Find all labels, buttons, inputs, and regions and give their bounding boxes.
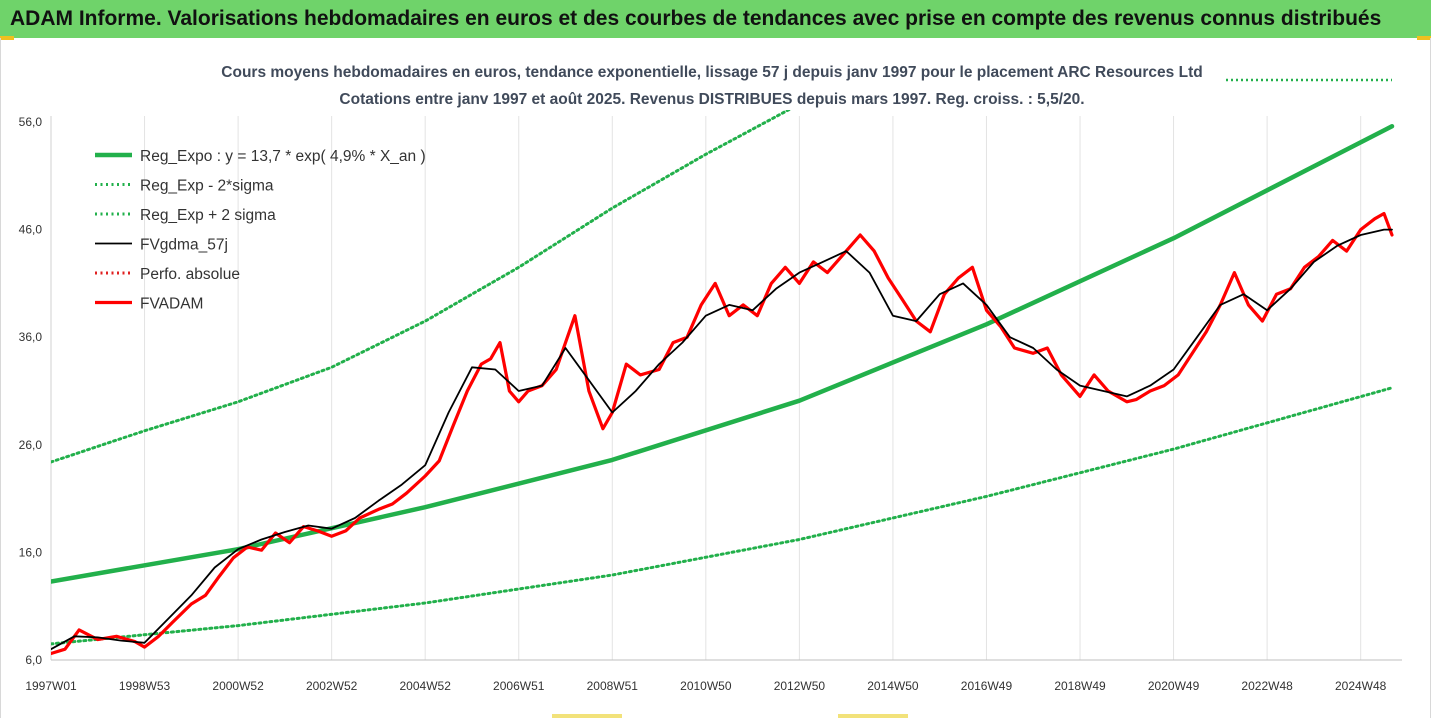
report-banner: ADAM Informe. Valorisations hebdomadaire…: [0, 0, 1431, 38]
x-tick-label: 2022W48: [1241, 679, 1293, 693]
legend-label: Reg_Exp + 2 sigma: [140, 207, 276, 224]
chart-title-line1: Cours moyens hebdomadaires en euros, ten…: [221, 64, 1202, 81]
x-tick-labels: 1997W01 1998W53 2000W52 2002W52 2004W52 2006W…: [25, 679, 1386, 693]
x-tick-label: 2014W50: [867, 679, 919, 693]
x-tick-label: 1997W01: [25, 679, 77, 693]
y-tick-labels: 6,0 16,0 26,0 36,0 46,0 56,0: [19, 115, 43, 667]
legend-label: Perfo. absolue: [140, 266, 240, 283]
legend-label: Reg_Exp - 2*sigma: [140, 178, 274, 195]
x-tick-label: 1998W53: [119, 679, 171, 693]
legend: Reg_Expo : y = 13,7 * exp( 4,9% * X_an )…: [95, 148, 426, 313]
x-tick-label: 2004W52: [400, 679, 452, 693]
series-group: [51, 110, 1395, 656]
y-tick-label: 36,0: [19, 330, 43, 344]
y-tick-label: 46,0: [19, 223, 43, 237]
y-tick-label: 56,0: [19, 115, 43, 129]
sheet-tab-marker: [838, 714, 908, 718]
x-tick-label: 2010W50: [680, 679, 732, 693]
banner-corner-right: [1417, 36, 1431, 40]
banner-corner-left: [0, 36, 14, 40]
y-tick-label: 26,0: [19, 438, 43, 452]
grid-lines: [50, 116, 1362, 660]
banner-title: ADAM Informe. Valorisations hebdomadaire…: [10, 7, 1382, 30]
x-tick-label: 2016W49: [961, 679, 1013, 693]
y-tick-label: 16,0: [19, 545, 43, 559]
x-tick-label: 2020W49: [1148, 679, 1200, 693]
legend-label: FVADAM: [140, 296, 203, 313]
legend-label: FVgdma_57j: [140, 237, 228, 254]
series-line-1: [51, 386, 1394, 646]
series-line-2: [51, 110, 792, 464]
x-tick-label: 2002W52: [306, 679, 358, 693]
x-tick-label: 2018W49: [1054, 679, 1106, 693]
x-tick-label: 2006W51: [493, 679, 545, 693]
x-tick-label: 2000W52: [212, 679, 264, 693]
x-tick-label: 2012W50: [774, 679, 826, 693]
y-tick-label: 6,0: [25, 653, 42, 667]
series-line-5: [51, 211, 1394, 656]
chart-title-line2: Cotations entre janv 1997 et août 2025. …: [339, 91, 1084, 108]
series-line-3: [51, 228, 1393, 651]
sheet-tab-marker: [552, 714, 622, 718]
x-tick-label: 2008W51: [587, 679, 639, 693]
x-tick-label: 2024W48: [1335, 679, 1387, 693]
legend-label: Reg_Expo : y = 13,7 * exp( 4,9% * X_an ): [140, 148, 426, 165]
